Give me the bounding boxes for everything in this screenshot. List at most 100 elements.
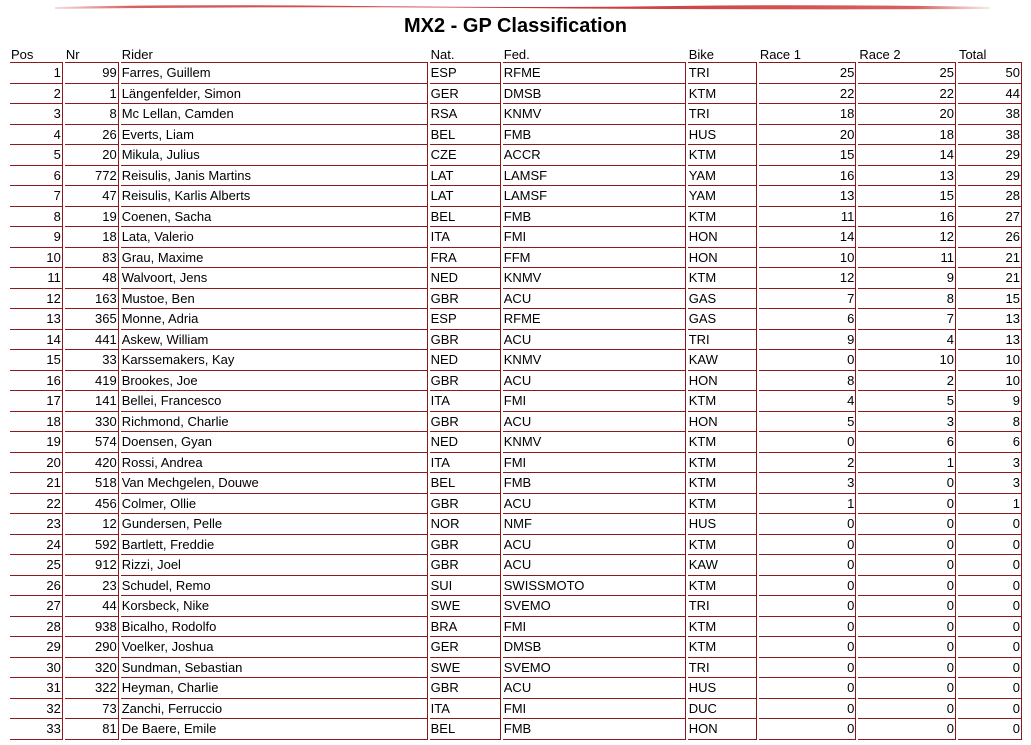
- cell-total: 10: [957, 350, 1022, 371]
- cell-race1: 0: [758, 534, 857, 555]
- cell-nr: 420: [64, 452, 119, 473]
- table-row: 4 26 Everts, Liam BEL FMB HUS 20 18 38: [10, 124, 1022, 145]
- cell-race1: 0: [758, 575, 857, 596]
- table-row: 18 330 Richmond, Charlie GBR ACU HON 5 3 8: [10, 411, 1022, 432]
- cell-race1: 0: [758, 719, 857, 740]
- table-header-row: Pos Nr Rider Nat. Fed. Bike Race 1 Race …: [10, 42, 1022, 63]
- cell-rider: Rizzi, Joel: [120, 555, 428, 576]
- cell-total: 21: [957, 247, 1022, 268]
- cell-nat: NED: [429, 350, 501, 371]
- cell-total: 0: [957, 514, 1022, 535]
- cell-total: 10: [957, 370, 1022, 391]
- cell-nr: 330: [64, 411, 119, 432]
- cell-total: 6: [957, 432, 1022, 453]
- cell-pos: 9: [10, 227, 63, 248]
- cell-total: 3: [957, 452, 1022, 473]
- cell-bike: HON: [687, 719, 757, 740]
- cell-bike: TRI: [687, 104, 757, 125]
- cell-total: 21: [957, 268, 1022, 289]
- cell-fed: DMSB: [502, 83, 686, 104]
- cell-nat: BRA: [429, 616, 501, 637]
- cell-race1: 0: [758, 596, 857, 617]
- cell-pos: 10: [10, 247, 63, 268]
- cell-bike: TRI: [687, 63, 757, 84]
- cell-pos: 2: [10, 83, 63, 104]
- cell-fed: FMB: [502, 473, 686, 494]
- cell-race2: 18: [858, 124, 956, 145]
- cell-nat: GBR: [429, 370, 501, 391]
- cell-rider: Heyman, Charlie: [120, 678, 428, 699]
- table-row: 30 320 Sundman, Sebastian SWE SVEMO TRI 0 0 0: [10, 657, 1022, 678]
- cell-pos: 3: [10, 104, 63, 125]
- cell-rider: Bicalho, Rodolfo: [120, 616, 428, 637]
- cell-rider: Colmer, Ollie: [120, 493, 428, 514]
- cell-rider: Bellei, Francesco: [120, 391, 428, 412]
- cell-total: 0: [957, 657, 1022, 678]
- cell-bike: TRI: [687, 657, 757, 678]
- cell-nr: 441: [64, 329, 119, 350]
- cell-total: 15: [957, 288, 1022, 309]
- cell-rider: Farres, Guillem: [120, 63, 428, 84]
- cell-total: 29: [957, 145, 1022, 166]
- cell-nat: CZE: [429, 145, 501, 166]
- cell-race1: 9: [758, 329, 857, 350]
- cell-rider: Schudel, Remo: [120, 575, 428, 596]
- cell-race1: 0: [758, 555, 857, 576]
- cell-race1: 7: [758, 288, 857, 309]
- cell-fed: KNMV: [502, 350, 686, 371]
- cell-bike: HON: [687, 227, 757, 248]
- cell-nat: ITA: [429, 391, 501, 412]
- cell-bike: KAW: [687, 350, 757, 371]
- col-header-nr: Nr: [64, 42, 119, 63]
- table-row: 33 81 De Baere, Emile BEL FMB HON 0 0 0: [10, 719, 1022, 740]
- cell-race1: 3: [758, 473, 857, 494]
- cell-race1: 20: [758, 124, 857, 145]
- cell-nr: 47: [64, 186, 119, 207]
- cell-fed: DMSB: [502, 637, 686, 658]
- cell-nr: 574: [64, 432, 119, 453]
- cell-total: 0: [957, 616, 1022, 637]
- cell-total: 0: [957, 534, 1022, 555]
- table-row: 20 420 Rossi, Andrea ITA FMI KTM 2 1 3: [10, 452, 1022, 473]
- cell-rider: Karssemakers, Kay: [120, 350, 428, 371]
- cell-pos: 32: [10, 698, 63, 719]
- cell-total: 26: [957, 227, 1022, 248]
- cell-bike: HON: [687, 370, 757, 391]
- cell-nr: 419: [64, 370, 119, 391]
- cell-nat: SUI: [429, 575, 501, 596]
- cell-nat: BEL: [429, 719, 501, 740]
- cell-pos: 11: [10, 268, 63, 289]
- cell-race2: 10: [858, 350, 956, 371]
- cell-rider: Walvoort, Jens: [120, 268, 428, 289]
- cell-fed: FMB: [502, 206, 686, 227]
- cell-fed: ACCR: [502, 145, 686, 166]
- cell-bike: HON: [687, 247, 757, 268]
- cell-nr: 772: [64, 165, 119, 186]
- cell-pos: 22: [10, 493, 63, 514]
- cell-fed: ACU: [502, 288, 686, 309]
- cell-bike: HON: [687, 411, 757, 432]
- cell-pos: 15: [10, 350, 63, 371]
- cell-nat: BEL: [429, 206, 501, 227]
- cell-pos: 14: [10, 329, 63, 350]
- cell-pos: 18: [10, 411, 63, 432]
- cell-pos: 23: [10, 514, 63, 535]
- cell-race2: 1: [858, 452, 956, 473]
- cell-race1: 14: [758, 227, 857, 248]
- cell-race1: 15: [758, 145, 857, 166]
- col-header-pos: Pos: [10, 42, 63, 63]
- cell-nr: 1: [64, 83, 119, 104]
- cell-nat: GBR: [429, 493, 501, 514]
- cell-rider: Reisulis, Janis Martins: [120, 165, 428, 186]
- cell-race2: 9: [858, 268, 956, 289]
- cell-bike: KAW: [687, 555, 757, 576]
- cell-pos: 5: [10, 145, 63, 166]
- cell-nat: RSA: [429, 104, 501, 125]
- table-row: 22 456 Colmer, Ollie GBR ACU KTM 1 0 1: [10, 493, 1022, 514]
- cell-total: 0: [957, 678, 1022, 699]
- table-row: 24 592 Bartlett, Freddie GBR ACU KTM 0 0 0: [10, 534, 1022, 555]
- cell-rider: Coenen, Sacha: [120, 206, 428, 227]
- cell-race1: 0: [758, 514, 857, 535]
- cell-pos: 24: [10, 534, 63, 555]
- cell-rider: De Baere, Emile: [120, 719, 428, 740]
